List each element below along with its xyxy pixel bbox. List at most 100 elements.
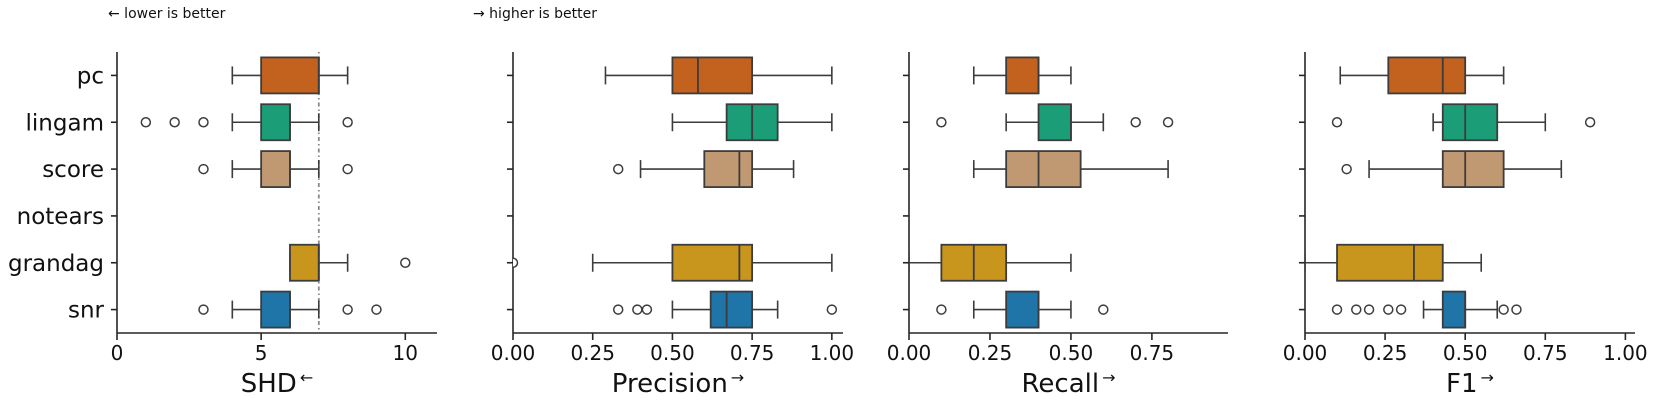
outlier-point <box>1341 163 1352 175</box>
outlier-point <box>1511 304 1522 315</box>
panel-f1: 0.00 0.25 0.50 0.75 1.00 F1 → <box>1283 52 1648 399</box>
x-axis-title: Precision → <box>612 368 744 399</box>
x-tick-label: 0.00 <box>887 341 932 365</box>
x-tick-label: 0.00 <box>1283 341 1328 365</box>
boxplot-pc <box>231 56 349 95</box>
x-tick-label: 0.75 <box>1523 341 1568 365</box>
box-snr <box>260 290 291 329</box>
boxplot-pc <box>604 56 833 95</box>
x-axis-title: Recall → <box>1022 368 1116 399</box>
boxplot-lingam <box>671 103 833 142</box>
panel-shd: 0 5 10 SHD ← pc lingam score notears grandag snr <box>8 52 437 399</box>
x-tick-label: 0.50 <box>1049 341 1094 365</box>
boxplot-pc <box>1339 56 1505 95</box>
x-tick-label: 0.25 <box>968 341 1013 365</box>
annotation-lower-is-better: ← lower is better <box>108 6 226 22</box>
boxplot-snr <box>612 290 838 329</box>
outlier-point <box>1162 117 1174 128</box>
x-tick-label: 0.50 <box>1443 341 1488 365</box>
category-label-snr: snr <box>68 298 105 324</box>
x-tick-label: 0 <box>111 341 124 365</box>
x-tick-label: 0.00 <box>491 341 536 365</box>
outlier-point <box>936 117 947 128</box>
outlier-point <box>936 304 947 315</box>
box-score <box>1441 150 1505 188</box>
boxplot-lingam <box>1331 103 1596 142</box>
outlier-point <box>140 117 152 128</box>
x-tick-label: 1.00 <box>810 341 855 365</box>
box-score <box>1005 150 1082 188</box>
panel-recall: 0.00 0.25 0.50 0.75 Recall → <box>887 52 1228 399</box>
x-tick-label: 0.75 <box>1130 341 1175 365</box>
outlier-point <box>342 117 353 128</box>
box-pc <box>671 56 754 95</box>
boxplot-lingam <box>140 103 353 142</box>
outlier-point <box>1383 304 1394 315</box>
category-label-pc: pc <box>77 63 104 89</box>
outlier-point <box>1098 304 1109 315</box>
boxplot-score <box>1341 150 1563 188</box>
outlier-point <box>1363 304 1375 315</box>
box-score <box>260 150 291 188</box>
x-tick-label: 10 <box>393 341 418 365</box>
outlier-point <box>1331 117 1343 128</box>
direction-arrow-icon: ← <box>300 368 313 387</box>
outlier-point <box>198 304 209 315</box>
outlier-point <box>1584 117 1596 128</box>
outlier-point <box>400 257 411 268</box>
outlier-point <box>1130 117 1141 128</box>
x-tick-label: 0.75 <box>730 341 775 365</box>
box-grandag <box>289 243 320 282</box>
boxplot-grandag <box>513 243 833 282</box>
category-label-score: score <box>42 157 104 183</box>
boxplot-grandag <box>1305 243 1483 282</box>
box-grandag <box>1336 243 1444 282</box>
outlier-point <box>169 117 180 128</box>
outlier-point <box>1498 304 1509 315</box>
direction-arrow-icon: → <box>1481 368 1494 387</box>
category-label-grandag: grandag <box>8 251 104 277</box>
boxplot-snr <box>936 290 1109 329</box>
x-tick-label: 0.50 <box>650 341 695 365</box>
x-tick-label: 1.00 <box>1603 341 1648 365</box>
box-snr <box>1005 290 1040 329</box>
boxplot-grandag <box>909 243 1072 282</box>
direction-arrow-icon: → <box>731 368 744 387</box>
x-tick-label: 0.25 <box>1363 341 1408 365</box>
boxplot-pc <box>972 56 1072 95</box>
boxplot-lingam <box>936 103 1174 142</box>
direction-arrow-icon: → <box>1102 368 1115 387</box>
outlier-point <box>371 304 382 315</box>
outlier-point <box>1331 304 1343 315</box>
outlier-point <box>513 257 519 268</box>
outlier-point <box>612 163 624 175</box>
boxplot-grandag <box>289 243 411 282</box>
box-pc <box>260 56 320 95</box>
boxplot-score <box>612 150 795 188</box>
outlier-point <box>1351 304 1362 315</box>
outlier-point <box>342 304 353 315</box>
category-label-lingam: lingam <box>26 110 104 136</box>
category-label-notears: notears <box>17 204 104 230</box>
box-snr <box>709 290 754 329</box>
panel-precision: 0.00 0.25 0.50 0.75 1.00 Precision → <box>491 52 854 399</box>
box-snr <box>1441 290 1467 329</box>
box-lingam <box>1441 103 1499 142</box>
box-lingam <box>1037 103 1072 142</box>
outlier-point <box>198 163 209 175</box>
box-score <box>703 150 754 188</box>
boxplot-snr <box>1331 290 1522 329</box>
x-tick-label: 0.25 <box>570 341 615 365</box>
annotation-higher-is-better: → higher is better <box>473 6 598 22</box>
outlier-point <box>632 304 643 315</box>
boxplot-snr <box>198 290 382 329</box>
x-tick-label: 5 <box>255 341 268 365</box>
outlier-point <box>198 117 209 128</box>
box-lingam <box>260 103 291 142</box>
outlier-point <box>1395 304 1407 315</box>
outlier-point <box>641 304 653 315</box>
box-pc <box>1387 56 1467 95</box>
boxplot-score <box>198 150 353 188</box>
